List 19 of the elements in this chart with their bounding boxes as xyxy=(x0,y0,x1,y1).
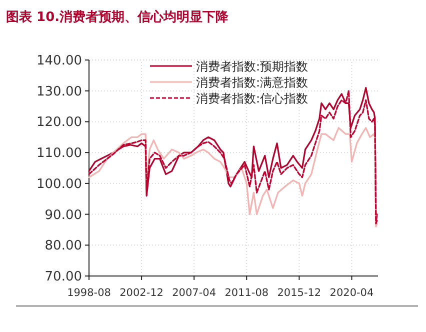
y-tick-label: 100.00 xyxy=(36,176,82,192)
legend-label: 消费者指数:满意指数 xyxy=(196,76,308,90)
y-tick-label: 80.00 xyxy=(44,238,82,254)
y-tick-label: 90.00 xyxy=(44,208,82,223)
x-tick-label: 2015-12 xyxy=(277,287,322,299)
x-tick-label: 2002-12 xyxy=(120,287,164,299)
line-series xyxy=(88,127,378,228)
x-tick-label: 2020-04 xyxy=(330,287,374,299)
y-tick-label: 120.00 xyxy=(36,115,82,130)
x-tick-label: 2011-08 xyxy=(224,287,269,299)
x-tick-label: 1998-08 xyxy=(67,287,111,299)
y-tick-label: 110.00 xyxy=(36,146,82,162)
y-tick-label: 70.00 xyxy=(44,270,82,284)
y-tick-label: 130.00 xyxy=(36,84,82,100)
x-tick-label: 2007-04 xyxy=(172,287,216,299)
legend-label: 消费者指数:预期指数 xyxy=(196,60,308,74)
legend-label: 消费者指数:信心指数 xyxy=(196,92,308,106)
y-tick-label: 140.00 xyxy=(36,54,82,68)
chart-title: 图表 10.消费者预期、信心均明显下降 xyxy=(6,9,230,25)
